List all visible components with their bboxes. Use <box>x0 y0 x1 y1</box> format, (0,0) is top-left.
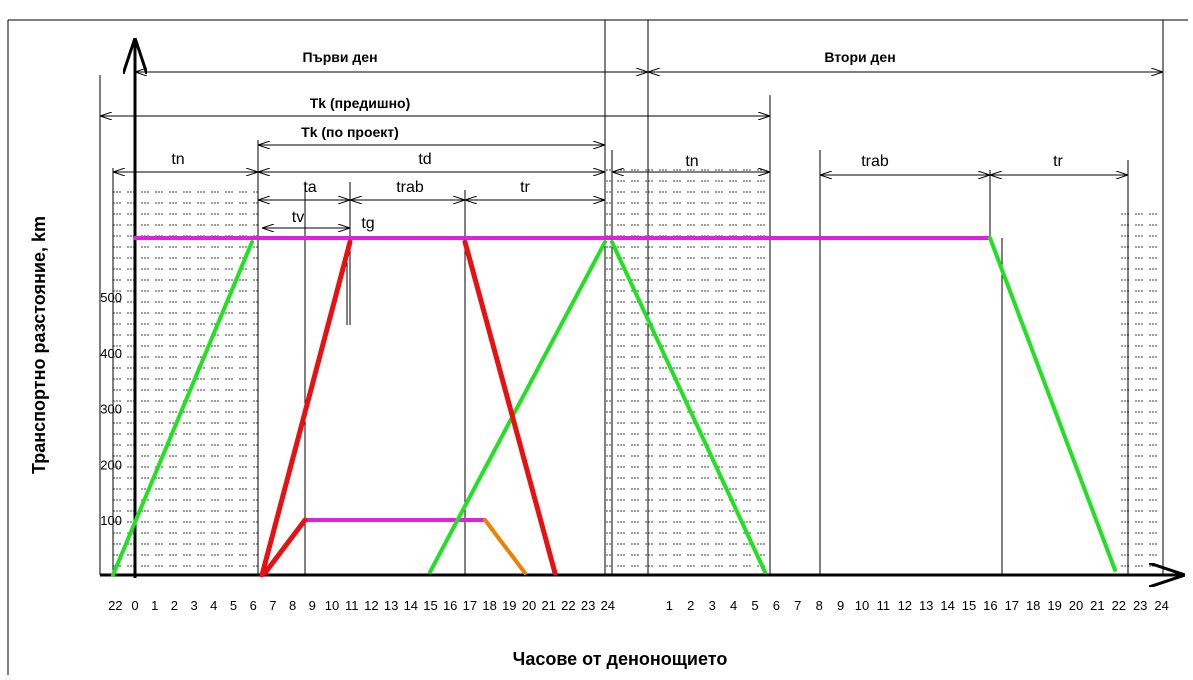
y-tick-label: 500 <box>100 290 122 305</box>
interval: tn <box>171 151 184 168</box>
x-tick-label: 4 <box>730 598 737 613</box>
x-tick-label: 23 <box>1133 598 1147 613</box>
x-tick-label: 12 <box>898 598 912 613</box>
interval: ta <box>303 179 316 196</box>
x-tick-label: 10 <box>325 598 339 613</box>
x-tick-label: 6 <box>250 598 257 613</box>
x-tick-label: 6 <box>773 598 780 613</box>
axes <box>100 38 1185 578</box>
y-axis-label: Транспортно разстояние, km <box>29 216 49 474</box>
x-tick-label: 21 <box>541 598 555 613</box>
x-tick-label: 13 <box>919 598 933 613</box>
x-tick-label: 17 <box>1005 598 1019 613</box>
x-tick-label: 9 <box>837 598 844 613</box>
x-tick-label: 11 <box>345 598 359 613</box>
x-tick-label: 12 <box>364 598 378 613</box>
x-tick-label: 15 <box>962 598 976 613</box>
x-tick-label: 19 <box>502 598 516 613</box>
x-tick-label: 17 <box>463 598 477 613</box>
y-tick-label: 300 <box>100 402 122 417</box>
x-tick-label: 21 <box>1090 598 1104 613</box>
x-tick-label: 13 <box>384 598 398 613</box>
x-tick-label: 5 <box>230 598 237 613</box>
x-tick-label: 22 <box>561 598 575 613</box>
hatched-zones <box>110 160 1163 575</box>
day1: Първи ден <box>302 49 377 65</box>
x-tick-label: 1 <box>666 598 673 613</box>
x-tick-label: 2 <box>171 598 178 613</box>
x-tick-label: 3 <box>190 598 197 613</box>
x-tick-label: 11 <box>877 598 891 613</box>
x-tick-label: 16 <box>983 598 997 613</box>
dimension-arrows <box>100 72 1163 228</box>
interval: trab <box>861 153 889 170</box>
labels: Първи ден Втори ден Tk (предишно) Tk (по… <box>29 49 1064 669</box>
schedule-lines <box>111 236 1117 578</box>
x-tick-label: 7 <box>269 598 276 613</box>
x-tick-label: 22 <box>1112 598 1126 613</box>
x-tick-label: 7 <box>794 598 801 613</box>
y-tick-label: 400 <box>100 346 122 361</box>
x-tick-label: 23 <box>581 598 595 613</box>
x-tick-label: 20 <box>522 598 536 613</box>
frame <box>7 19 1188 675</box>
x-tick-label: 4 <box>210 598 217 613</box>
interval: tr <box>520 179 530 196</box>
x-tick-label: 1 <box>151 598 158 613</box>
x-tick-label: 3 <box>709 598 716 613</box>
interval: tg <box>361 215 374 232</box>
tk-previous: Tk (предишно) <box>310 95 411 111</box>
x-tick-label: 9 <box>309 598 316 613</box>
x-tick-label: 20 <box>1069 598 1083 613</box>
tk-project: Tk (по проект) <box>301 124 399 140</box>
day2: Втори ден <box>824 49 895 65</box>
x-tick-label: 10 <box>855 598 869 613</box>
interval: tr <box>1053 153 1063 170</box>
x-tick-label: 18 <box>482 598 496 613</box>
interval: tv <box>292 209 304 226</box>
x-tick-label: 8 <box>816 598 823 613</box>
x-tick-label: 24 <box>1154 598 1168 613</box>
x-tick-label: 0 <box>131 598 138 613</box>
y-tick-label: 200 <box>100 457 122 472</box>
x-tick-label: 14 <box>940 598 954 613</box>
x-tick-label: 24 <box>601 598 615 613</box>
interval: tn <box>685 153 698 170</box>
x-tick-label: 5 <box>751 598 758 613</box>
x-tick-label: 8 <box>289 598 296 613</box>
interval: trab <box>396 179 424 196</box>
y-tick-label: 100 <box>100 513 122 528</box>
x-tick-label: 22 <box>108 598 122 613</box>
x-tick-label: 14 <box>404 598 418 613</box>
x-axis-label: Часове от денонощието <box>513 649 728 669</box>
x-tick-label: 16 <box>443 598 457 613</box>
x-tick-label: 18 <box>1026 598 1040 613</box>
x-tick-label: 2 <box>687 598 694 613</box>
interval: td <box>418 151 431 168</box>
x-tick-label: 15 <box>423 598 437 613</box>
x-tick-label: 19 <box>1047 598 1061 613</box>
